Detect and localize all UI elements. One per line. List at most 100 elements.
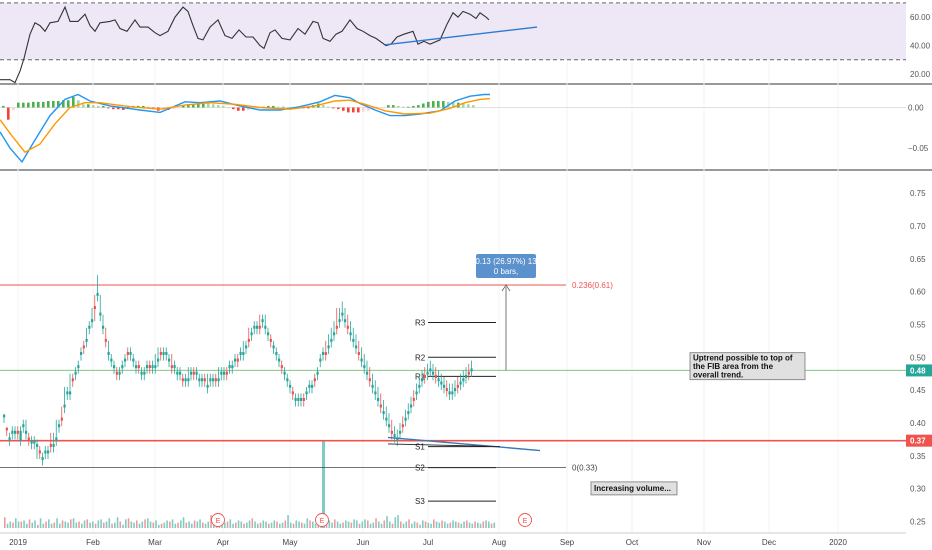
earnings-marker[interactable]: [211, 513, 225, 527]
candle-body: [371, 384, 374, 388]
candle-body: [25, 430, 28, 434]
candle-body: [201, 378, 204, 382]
volume-bar: [204, 523, 207, 528]
volume-bar: [67, 522, 69, 528]
time-axis[interactable]: 2019 Feb Mar Apr May Jun Jul Aug Sep Oct Nov Dec 202…: [9, 538, 847, 547]
measure-box[interactable]: [476, 254, 536, 279]
volume-bar: [411, 523, 413, 528]
volume-bar: [471, 523, 474, 528]
candle-body: [352, 338, 355, 342]
candle-body: [129, 352, 132, 355]
macd-histogram-bar: [212, 104, 215, 108]
earnings-marker[interactable]: [315, 513, 329, 527]
time-tick-label: Aug: [492, 538, 506, 547]
volume-bar: [191, 523, 193, 528]
candle-body: [91, 319, 94, 323]
macd-histogram-bar: [62, 100, 65, 108]
volume-bar: [463, 521, 465, 528]
volume-bar: [114, 522, 116, 528]
macd-histogram-bar: [397, 105, 400, 108]
volume-bar: [42, 523, 45, 528]
volume-bar: [70, 519, 72, 528]
volume-bar: [237, 520, 240, 528]
time-tick-label: Dec: [762, 538, 776, 547]
candle-body: [410, 404, 413, 408]
candle-body: [335, 325, 338, 329]
candle-body: [300, 397, 303, 401]
candle-body: [206, 384, 209, 388]
candle-body: [146, 365, 149, 369]
volume-bar: [419, 524, 421, 528]
candle-body: [102, 325, 105, 329]
volume-bar: [48, 519, 50, 528]
price-trendline[interactable]: [387, 436, 541, 452]
candle-body: [399, 430, 402, 434]
volume-bar: [438, 522, 441, 528]
candle-body: [421, 378, 424, 382]
volume-bar: [427, 522, 430, 528]
candle-body: [118, 371, 121, 375]
volume-bar: [185, 522, 188, 528]
candle-body: [250, 332, 253, 336]
volume-bar: [372, 522, 375, 528]
candle-body: [415, 391, 418, 395]
price-tag-box: [906, 434, 932, 447]
annotation-box-uptrend[interactable]: [689, 352, 806, 381]
volume-bar: [268, 523, 270, 528]
candle-body: [448, 391, 451, 395]
volume-bar: [12, 522, 14, 528]
macd-histogram-bar: [17, 102, 20, 108]
candle-body: [256, 325, 259, 329]
volume-bar: [235, 522, 237, 528]
price-axis[interactable]: 60.00 40.00 20.00 0.00 −0.05 0.75 0.70 0.65 0.60…: [908, 13, 931, 526]
candlesticks: [3, 275, 473, 466]
macd-histogram-bar: [272, 105, 275, 108]
volume-bar: [405, 521, 408, 528]
candle-body: [456, 384, 459, 388]
volume-bar: [312, 521, 314, 528]
macd-histogram-bar: [32, 101, 35, 108]
macd-histogram-bar: [427, 101, 430, 108]
macd-histogram-bar: [392, 105, 395, 108]
annotation-box-volume[interactable]: [590, 481, 678, 496]
candle-body: [451, 391, 454, 395]
earnings-marker[interactable]: [518, 513, 532, 527]
volume-bar: [444, 521, 446, 528]
volume-bar: [345, 520, 347, 528]
candle-body: [104, 338, 107, 342]
price-trendline-lower[interactable]: [387, 443, 501, 447]
volume-bar: [94, 523, 97, 528]
candle-body: [154, 365, 157, 369]
volume-bar: [232, 523, 234, 528]
volume-bar: [196, 521, 199, 528]
price-axis-label: 0.60: [910, 288, 926, 297]
macd-histogram-bar: [237, 107, 240, 111]
candle-body: [423, 374, 426, 378]
macd-histogram-bar: [92, 105, 95, 108]
macd-histogram-bar: [177, 107, 180, 109]
candle-body: [247, 338, 250, 342]
measure-text-line1: 0.13 (26.97%) 13: [475, 257, 537, 266]
volume-bar: [378, 521, 380, 528]
macd-histogram-bar: [37, 101, 40, 108]
volume-bar: [171, 519, 174, 528]
price-axis-label: 0.35: [910, 452, 926, 461]
volume-bar: [262, 520, 265, 528]
macd-histogram-bar: [107, 107, 110, 109]
volume-bar: [408, 519, 410, 528]
candle-body: [49, 443, 52, 447]
volume-bar: [240, 521, 243, 528]
candle-body: [341, 312, 344, 316]
rsi-trendline[interactable]: [384, 26, 538, 46]
volume-bar: [477, 522, 479, 528]
candle-body: [93, 306, 96, 310]
macd-histogram-bar: [87, 104, 90, 108]
annotation-text-line: the FIB area from the: [693, 362, 774, 371]
candle-body: [55, 437, 58, 441]
candle-body: [467, 371, 470, 375]
macd-histogram-bar: [117, 107, 120, 110]
candle-body: [11, 430, 14, 434]
volume-bar: [455, 521, 457, 528]
candle-body: [434, 374, 437, 378]
